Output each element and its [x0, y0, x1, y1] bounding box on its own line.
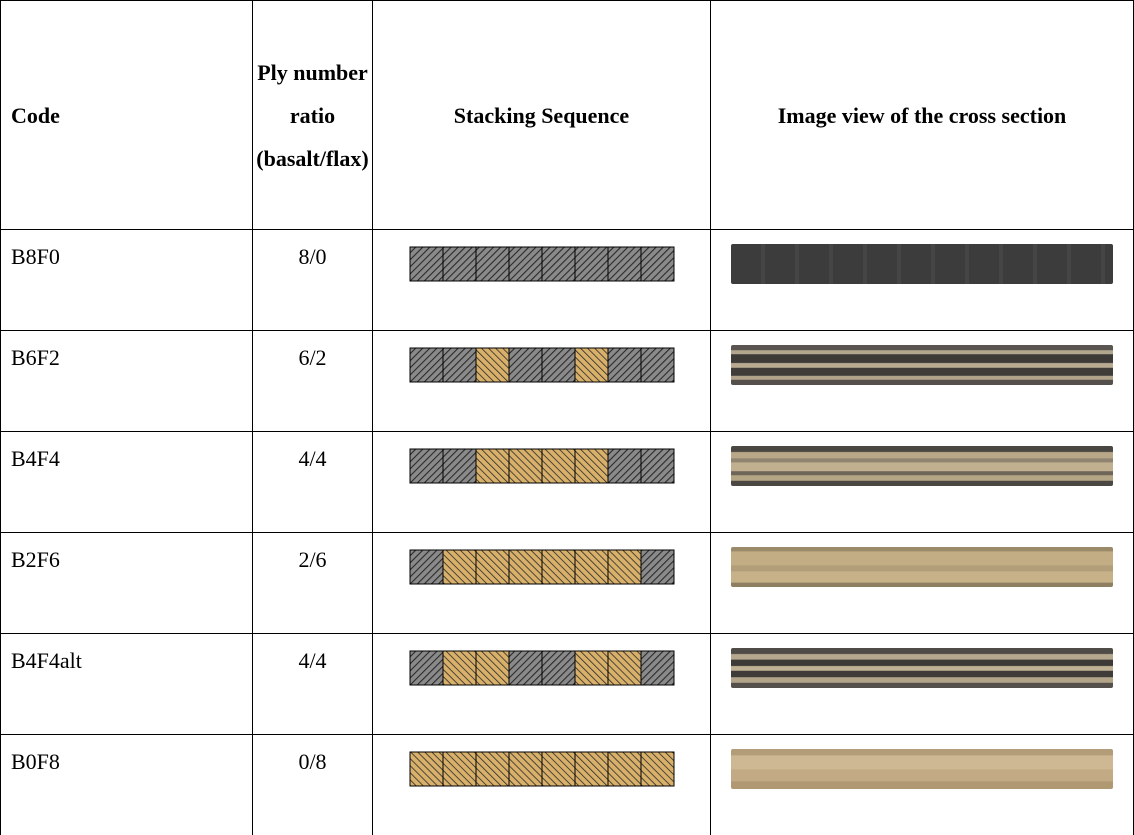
- basalt-ply: [443, 247, 476, 281]
- basalt-ply: [509, 348, 542, 382]
- code-cell: B0F8: [1, 735, 253, 835]
- cross-section-image: [731, 749, 1113, 789]
- ratio-cell: 0/8: [253, 735, 373, 835]
- flax-ply: [608, 651, 641, 685]
- laminate-table: Code Ply number ratio (basalt/flax) Stac…: [0, 0, 1134, 835]
- cross-section-image: [731, 446, 1113, 486]
- flax-ply: [641, 752, 674, 786]
- flax-ply: [608, 752, 641, 786]
- stacking-cell: [373, 331, 711, 432]
- stacking-sequence: [409, 246, 675, 282]
- basalt-ply: [443, 348, 476, 382]
- flax-ply: [575, 449, 608, 483]
- basalt-ply: [542, 348, 575, 382]
- stacking-cell: [373, 230, 711, 331]
- basalt-ply: [410, 449, 443, 483]
- flax-ply: [608, 550, 641, 584]
- cross-section-image: [731, 547, 1113, 587]
- flax-ply: [443, 550, 476, 584]
- cross-section-image: [731, 345, 1113, 385]
- code-cell: B4F4: [1, 432, 253, 533]
- ratio-cell: 4/4: [253, 634, 373, 735]
- basalt-ply: [509, 247, 542, 281]
- flax-ply: [509, 550, 542, 584]
- code-cell: B8F0: [1, 230, 253, 331]
- stacking-sequence: [409, 751, 675, 787]
- basalt-ply: [410, 651, 443, 685]
- basalt-ply: [443, 449, 476, 483]
- basalt-ply: [641, 348, 674, 382]
- cross-section-image: [731, 244, 1113, 284]
- flax-ply: [575, 651, 608, 685]
- flax-ply: [476, 752, 509, 786]
- flax-ply: [476, 348, 509, 382]
- basalt-ply: [509, 651, 542, 685]
- image-cell: [711, 230, 1134, 331]
- flax-ply: [575, 550, 608, 584]
- header-row: Code Ply number ratio (basalt/flax) Stac…: [1, 1, 1134, 230]
- ratio-cell: 4/4: [253, 432, 373, 533]
- basalt-ply: [542, 247, 575, 281]
- basalt-ply: [476, 247, 509, 281]
- basalt-ply: [410, 550, 443, 584]
- flax-ply: [476, 449, 509, 483]
- basalt-ply: [641, 449, 674, 483]
- basalt-ply: [542, 651, 575, 685]
- flax-ply: [575, 752, 608, 786]
- basalt-ply: [641, 550, 674, 584]
- flax-ply: [509, 752, 542, 786]
- flax-ply: [410, 752, 443, 786]
- image-cell: [711, 735, 1134, 835]
- header-cell: Code: [1, 1, 253, 230]
- basalt-ply: [641, 651, 674, 685]
- stacking-sequence: [409, 549, 675, 585]
- image-cell: [711, 432, 1134, 533]
- code-cell: B2F6: [1, 533, 253, 634]
- image-cell: [711, 533, 1134, 634]
- code-cell: B4F4alt: [1, 634, 253, 735]
- stacking-cell: [373, 432, 711, 533]
- ratio-cell: 2/6: [253, 533, 373, 634]
- flax-ply: [476, 651, 509, 685]
- basalt-ply: [641, 247, 674, 281]
- stacking-sequence: [409, 448, 675, 484]
- basalt-ply: [608, 449, 641, 483]
- flax-ply: [542, 449, 575, 483]
- image-cell: [711, 331, 1134, 432]
- flax-ply: [542, 550, 575, 584]
- flax-ply: [443, 752, 476, 786]
- stacking-cell: [373, 533, 711, 634]
- basalt-ply: [410, 348, 443, 382]
- header-cell: Stacking Sequence: [373, 1, 711, 230]
- ratio-cell: 8/0: [253, 230, 373, 331]
- stacking-sequence: [409, 650, 675, 686]
- header-cell: Image view of the cross section: [711, 1, 1134, 230]
- code-cell: B6F2: [1, 331, 253, 432]
- basalt-ply: [608, 348, 641, 382]
- ratio-cell: 6/2: [253, 331, 373, 432]
- basalt-ply: [608, 247, 641, 281]
- stacking-sequence: [409, 347, 675, 383]
- flax-ply: [509, 449, 542, 483]
- image-cell: [711, 634, 1134, 735]
- header-cell: Ply number ratio (basalt/flax): [253, 1, 373, 230]
- flax-ply: [542, 752, 575, 786]
- flax-ply: [443, 651, 476, 685]
- page: Code Ply number ratio (basalt/flax) Stac…: [0, 0, 1134, 740]
- basalt-ply: [410, 247, 443, 281]
- stacking-cell: [373, 735, 711, 835]
- stacking-cell: [373, 634, 711, 735]
- basalt-ply: [575, 247, 608, 281]
- flax-ply: [575, 348, 608, 382]
- cross-section-image: [731, 648, 1113, 688]
- flax-ply: [476, 550, 509, 584]
